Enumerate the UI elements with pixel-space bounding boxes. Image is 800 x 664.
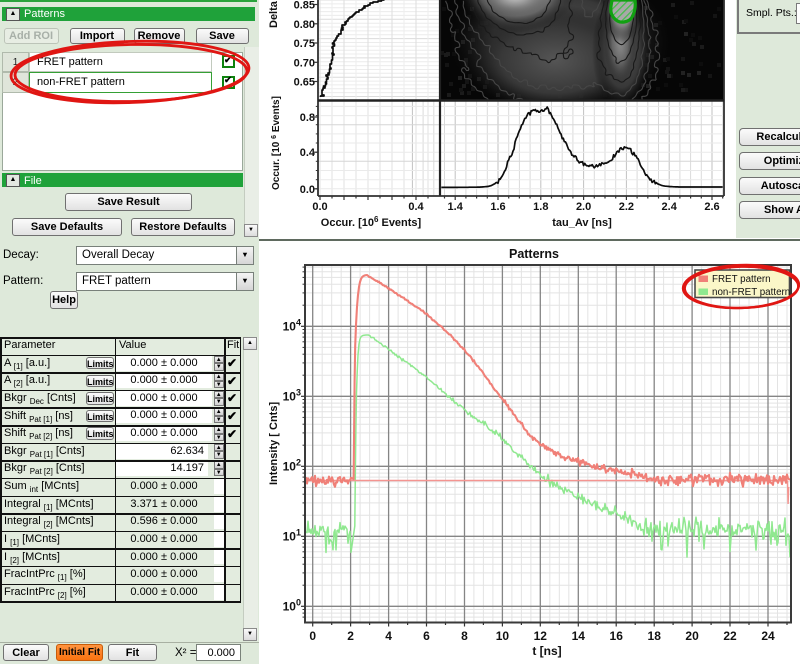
svg-text:16: 16 [610, 629, 624, 643]
svg-text:Delta: Delta [268, 0, 280, 28]
svg-text:4: 4 [385, 629, 392, 643]
svg-text:0.75: 0.75 [294, 38, 315, 50]
svg-text:tau_Av [ns]: tau_Av [ns] [552, 217, 612, 229]
svg-text:0.70: 0.70 [294, 57, 315, 69]
svg-text:1.6: 1.6 [490, 201, 505, 213]
svg-text:18: 18 [648, 629, 662, 643]
svg-text:0.80: 0.80 [294, 19, 315, 31]
svg-text:Patterns: Patterns [509, 247, 559, 261]
svg-text:8: 8 [461, 629, 468, 643]
svg-text:22: 22 [723, 629, 737, 643]
svg-text:20: 20 [685, 629, 699, 643]
svg-text:0.65: 0.65 [294, 77, 315, 89]
svg-text:t [ns]: t [ns] [532, 644, 561, 658]
svg-text:0.0: 0.0 [312, 201, 327, 213]
svg-text:FRET pattern: FRET pattern [712, 274, 771, 285]
svg-text:0.85: 0.85 [294, 0, 315, 12]
svg-text:2.6: 2.6 [704, 201, 719, 213]
svg-text:0: 0 [309, 629, 316, 643]
svg-text:non-FRET pattern: non-FRET pattern [712, 287, 790, 298]
svg-text:2.0: 2.0 [576, 201, 591, 213]
svg-text:0.4: 0.4 [408, 201, 424, 213]
svg-text:Occur. [106 Events]: Occur. [106 Events] [321, 215, 422, 229]
svg-text:0.8: 0.8 [300, 112, 315, 124]
svg-text:24: 24 [761, 629, 775, 643]
svg-text:0.0: 0.0 [300, 184, 315, 196]
svg-text:2.2: 2.2 [619, 201, 634, 213]
svg-text:1.4: 1.4 [448, 201, 464, 213]
svg-text:10: 10 [496, 629, 510, 643]
svg-text:14: 14 [572, 629, 586, 643]
svg-text:Occur. [10 6 Events]: Occur. [10 6 Events] [271, 96, 282, 190]
svg-text:0.4: 0.4 [300, 147, 316, 159]
svg-text:1.8: 1.8 [533, 201, 548, 213]
svg-text:12: 12 [534, 629, 548, 643]
svg-text:6: 6 [423, 629, 430, 643]
svg-text:Intensity [ Cnts]: Intensity [ Cnts] [268, 402, 280, 485]
svg-text:2: 2 [347, 629, 354, 643]
svg-text:2.4: 2.4 [662, 201, 678, 213]
